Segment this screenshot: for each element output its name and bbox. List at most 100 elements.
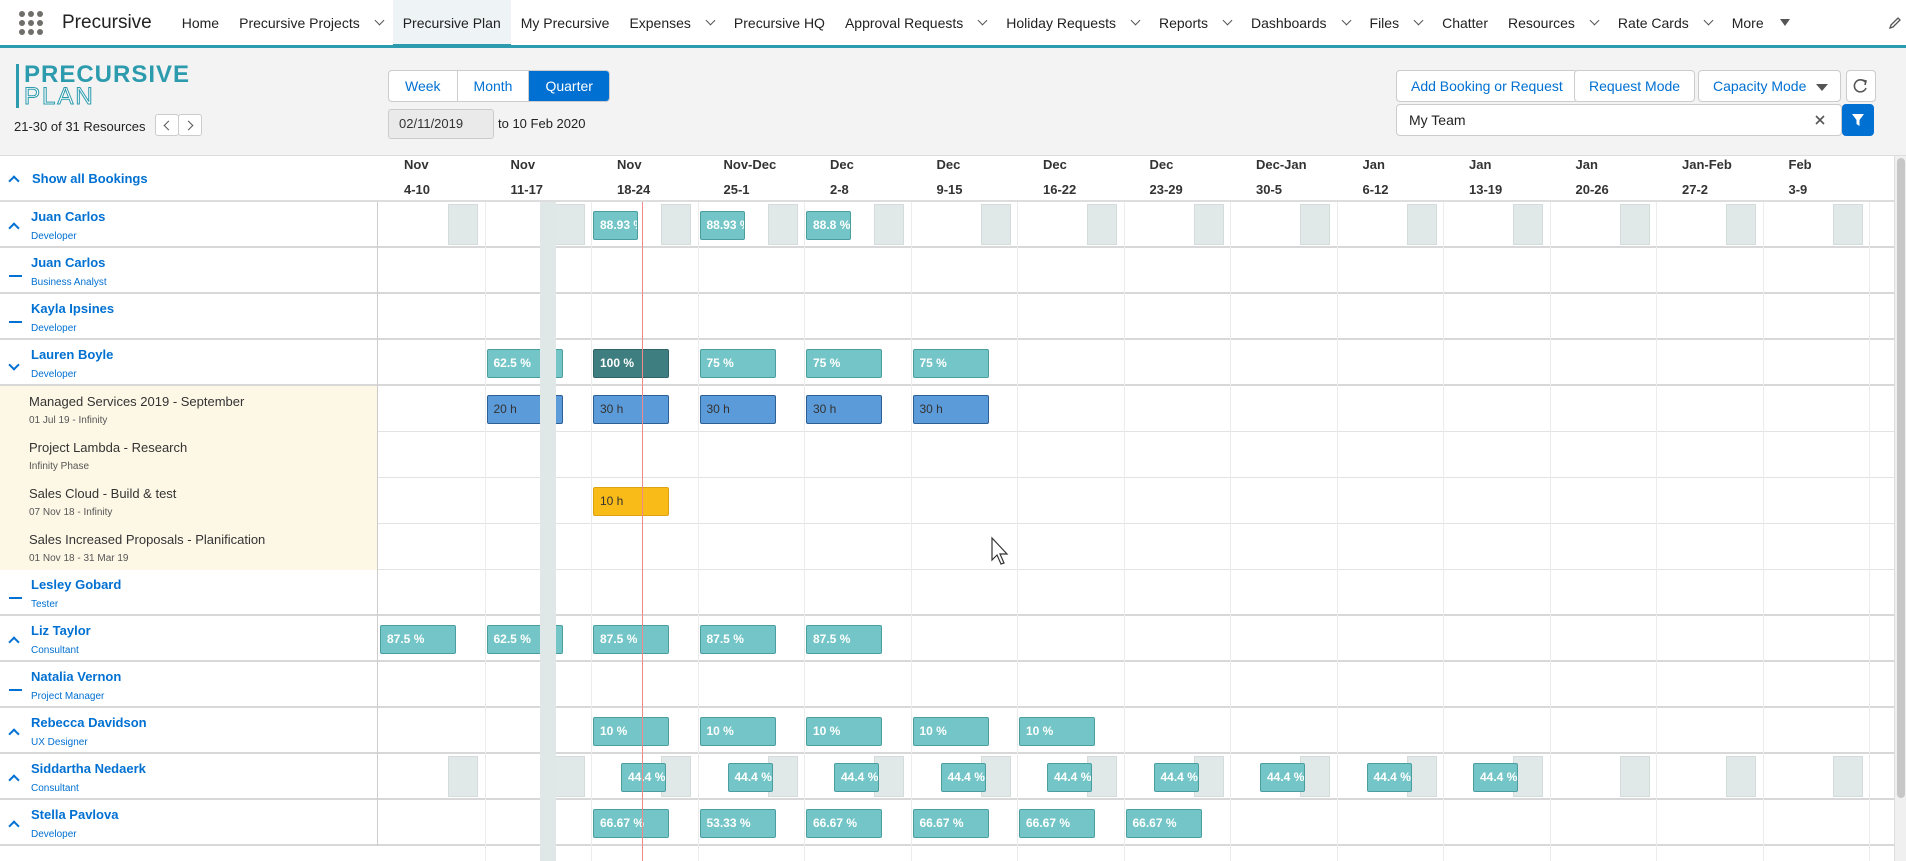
collapse-icon[interactable] <box>0 770 20 789</box>
utilization-block[interactable]: 87.5 % <box>699 625 776 654</box>
chevron-down-icon[interactable] <box>977 15 988 26</box>
chevron-down-icon[interactable] <box>1130 15 1141 26</box>
chevron-down-icon[interactable] <box>1413 15 1424 26</box>
request-booking-block[interactable]: 10 h <box>593 487 669 516</box>
nav-item-more[interactable]: More <box>1722 0 1800 45</box>
nav-item-precursive-projects[interactable]: Precursive Projects <box>229 0 393 45</box>
column-gridline <box>1869 202 1870 861</box>
nav-item-my-precursive[interactable]: My Precursive <box>511 0 620 45</box>
utilization-block[interactable]: 88.8 % <box>806 211 851 240</box>
nav-item-files[interactable]: Files <box>1360 0 1433 45</box>
utilization-block[interactable]: 44.4 % <box>727 763 773 792</box>
nav-item-resources[interactable]: Resources <box>1498 0 1608 45</box>
resource-name-link[interactable]: Liz Taylor <box>31 623 91 638</box>
utilization-block[interactable]: 66.67 % <box>912 809 989 838</box>
caret-down-icon[interactable] <box>1779 19 1790 26</box>
next-page-button[interactable] <box>178 114 202 136</box>
hours-booking-block[interactable]: 30 h <box>593 395 669 424</box>
view-quarter-button[interactable]: Quarter <box>529 71 609 101</box>
utilization-block[interactable]: 88.93 % <box>699 211 745 240</box>
nav-item-home[interactable]: Home <box>172 0 229 45</box>
utilization-block[interactable]: 44.4 % <box>621 763 666 792</box>
previous-page-button[interactable] <box>155 114 179 136</box>
resource-name-link[interactable]: Kayla Ipsines <box>31 301 115 316</box>
utilization-block[interactable]: 75 % <box>806 349 882 378</box>
start-date-field[interactable]: 02/11/2019 <box>388 109 494 139</box>
nav-item-holiday-requests[interactable]: Holiday Requests <box>996 0 1149 45</box>
non-working-days-shade <box>1832 756 1863 797</box>
utilization-block[interactable]: 87.5 % <box>380 625 456 654</box>
nav-item-rate-cards[interactable]: Rate Cards <box>1608 0 1722 45</box>
team-filter-input[interactable]: My Team <box>1396 104 1842 136</box>
request-mode-button[interactable]: Request Mode <box>1574 70 1696 102</box>
non-working-days-shade <box>1300 204 1330 245</box>
collapse-icon[interactable] <box>0 218 20 237</box>
chevron-down-icon[interactable] <box>374 15 385 26</box>
hours-booking-block[interactable]: 30 h <box>699 395 776 424</box>
utilization-block[interactable]: 88.93 % <box>593 211 638 240</box>
scrollbar-thumb[interactable] <box>1897 158 1905 798</box>
utilization-block[interactable]: 66.67 % <box>593 809 669 838</box>
utilization-block[interactable]: 44.4 % <box>1260 763 1305 792</box>
utilization-block[interactable]: 100 % <box>593 349 669 378</box>
nav-item-label: Chatter <box>1442 14 1488 31</box>
utilization-block[interactable]: 10 % <box>1019 717 1095 746</box>
utilization-block[interactable]: 53.33 % <box>699 809 776 838</box>
add-booking-button[interactable]: Add Booking or Request <box>1396 70 1578 102</box>
chevron-down-icon[interactable] <box>1703 15 1714 26</box>
show-all-bookings-link[interactable]: Show all Bookings <box>32 170 148 186</box>
collapse-icon[interactable] <box>0 724 20 743</box>
clear-icon[interactable] <box>1812 112 1828 128</box>
nav-item-expenses[interactable]: Expenses <box>619 0 723 45</box>
chevron-down-icon[interactable] <box>1222 15 1233 26</box>
nav-item-approval-requests[interactable]: Approval Requests <box>835 0 996 45</box>
nav-item-chatter[interactable]: Chatter <box>1432 0 1498 45</box>
utilization-block[interactable]: 66.67 % <box>1019 809 1095 838</box>
resource-name-link[interactable]: Juan Carlos <box>31 209 106 224</box>
utilization-block[interactable]: 44.4 % <box>1153 763 1199 792</box>
utilization-block[interactable]: 10 % <box>699 717 776 746</box>
utilization-block[interactable]: 75 % <box>912 349 989 378</box>
nav-item-precursive-hq[interactable]: Precursive HQ <box>724 0 835 45</box>
refresh-button[interactable] <box>1846 70 1876 102</box>
collapse-icon[interactable] <box>0 816 20 835</box>
utilization-block[interactable]: 66.67 % <box>1125 809 1202 838</box>
nav-item-dashboards[interactable]: Dashboards <box>1241 0 1360 45</box>
view-month-button[interactable]: Month <box>458 71 530 101</box>
resource-name-link[interactable]: Natalia Vernon <box>31 669 122 684</box>
utilization-block[interactable]: 75 % <box>699 349 776 378</box>
utilization-block[interactable]: 10 % <box>912 717 989 746</box>
utilization-block[interactable]: 10 % <box>593 717 669 746</box>
utilization-block[interactable]: 87.5 % <box>593 625 669 654</box>
chevron-down-icon[interactable] <box>1341 15 1351 26</box>
collapse-all-icon[interactable] <box>8 175 20 187</box>
resource-name-link[interactable]: Siddartha Nedaerk <box>31 761 146 776</box>
view-week-button[interactable]: Week <box>389 71 458 101</box>
utilization-block[interactable]: 44.4 % <box>834 763 879 792</box>
resource-name-link[interactable]: Lauren Boyle <box>31 347 114 362</box>
filter-button[interactable] <box>1842 104 1874 136</box>
app-launcher-icon[interactable] <box>18 10 44 36</box>
vertical-scrollbar[interactable] <box>1894 156 1906 861</box>
chevron-down-icon[interactable] <box>705 15 716 26</box>
utilization-block[interactable]: 44.4 % <box>940 763 986 792</box>
hours-booking-block[interactable]: 30 h <box>806 395 882 424</box>
edit-nav-icon[interactable] <box>1888 16 1902 30</box>
resource-name-link[interactable]: Lesley Gobard <box>31 577 122 592</box>
nav-item-reports[interactable]: Reports <box>1149 0 1241 45</box>
chevron-down-icon[interactable] <box>1589 15 1600 26</box>
capacity-mode-button[interactable]: Capacity Mode <box>1698 70 1842 102</box>
resource-name-link[interactable]: Juan Carlos <box>31 255 106 270</box>
resource-name-link[interactable]: Stella Pavlova <box>31 807 119 822</box>
utilization-block[interactable]: 44.4 % <box>1047 763 1092 792</box>
resource-name-link[interactable]: Rebecca Davidson <box>31 715 147 730</box>
nav-item-precursive-plan[interactable]: Precursive Plan <box>392 0 511 47</box>
utilization-block[interactable]: 66.67 % <box>806 809 882 838</box>
collapse-icon[interactable] <box>0 632 20 651</box>
utilization-block[interactable]: 44.4 % <box>1366 763 1412 792</box>
utilization-block[interactable]: 10 % <box>806 717 882 746</box>
expand-icon[interactable] <box>0 356 20 374</box>
hours-booking-block[interactable]: 30 h <box>912 395 989 424</box>
utilization-block[interactable]: 44.4 % <box>1473 763 1518 792</box>
utilization-block[interactable]: 87.5 % <box>806 625 882 654</box>
